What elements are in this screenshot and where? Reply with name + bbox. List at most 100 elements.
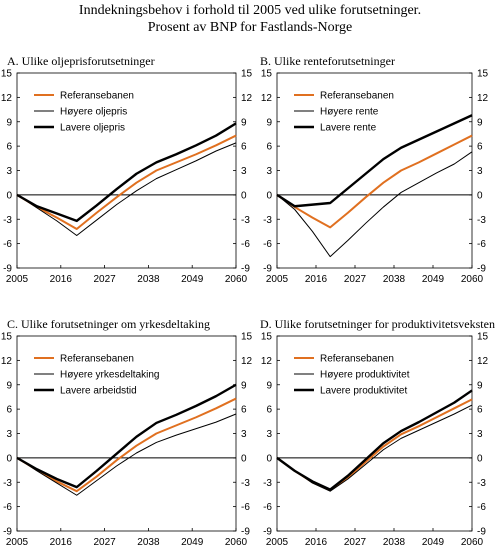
series-line-2 bbox=[16, 142, 237, 236]
x-tick-label: 2060 bbox=[461, 274, 484, 285]
y-tick-label-right: 3 bbox=[477, 429, 483, 440]
series-line-3 bbox=[276, 389, 473, 491]
panel-title: C. Ulike forutsetninger om yrkesdeltakin… bbox=[7, 317, 210, 331]
series-line-1 bbox=[276, 134, 473, 229]
y-tick-label-left: -3 bbox=[263, 215, 272, 226]
x-tick-label: 2005 bbox=[266, 537, 289, 548]
y-tick-label-left: -9 bbox=[3, 264, 12, 275]
y-tick-label-left: 12 bbox=[1, 93, 13, 104]
y-tick-label-left: 6 bbox=[266, 405, 272, 416]
y-tick-label-left: 3 bbox=[266, 429, 272, 440]
x-tick-label: 2027 bbox=[344, 537, 367, 548]
x-tick-label: 2049 bbox=[422, 274, 445, 285]
x-tick-label: 2038 bbox=[383, 274, 406, 285]
y-tick-label-left: 15 bbox=[261, 332, 273, 343]
y-tick-label-left: 9 bbox=[6, 380, 12, 391]
figure-title-line2: Prosent av BNP for Fastlands-Norge bbox=[148, 20, 353, 35]
y-tick-label-right: -6 bbox=[241, 502, 250, 513]
y-tick-label-right: 15 bbox=[477, 332, 489, 343]
y-tick-label-left: 6 bbox=[6, 405, 12, 416]
y-tick-label-right: 9 bbox=[477, 380, 483, 391]
y-tick-label-left: -9 bbox=[263, 264, 272, 275]
y-tick-label-left: 15 bbox=[1, 332, 13, 343]
y-tick-label-right: -6 bbox=[477, 239, 486, 250]
y-tick-label-left: -6 bbox=[3, 239, 12, 250]
series-line-1 bbox=[16, 134, 237, 230]
y-tick-label-left: 6 bbox=[266, 142, 272, 153]
y-tick-label-right: -6 bbox=[241, 239, 250, 250]
y-tick-label-left: 15 bbox=[261, 69, 273, 80]
y-tick-label-right: -9 bbox=[477, 264, 486, 275]
legend-label: Lavere rente bbox=[320, 123, 377, 134]
y-tick-label-left: 0 bbox=[6, 453, 12, 464]
x-tick-label: 2060 bbox=[461, 537, 484, 548]
x-tick-label: 2027 bbox=[93, 537, 116, 548]
y-tick-label-right: 3 bbox=[477, 166, 483, 177]
y-tick-label-right: 6 bbox=[477, 142, 483, 153]
x-tick-label: 2016 bbox=[50, 537, 73, 548]
legend-label: Lavere oljepris bbox=[60, 123, 125, 134]
y-tick-label-right: 15 bbox=[241, 332, 253, 343]
plot-frame bbox=[16, 335, 237, 532]
x-tick-label: 2016 bbox=[50, 274, 73, 285]
y-tick-label-left: 9 bbox=[266, 380, 272, 391]
x-tick-label: 2049 bbox=[181, 274, 204, 285]
y-tick-label-right: 0 bbox=[241, 190, 247, 201]
y-tick-label-right: 12 bbox=[477, 356, 489, 367]
y-tick-label-left: 3 bbox=[6, 166, 12, 177]
y-tick-label-right: -3 bbox=[241, 478, 250, 489]
y-tick-label-left: 12 bbox=[1, 356, 13, 367]
x-tick-label: 2027 bbox=[93, 274, 116, 285]
y-tick-label-left: 6 bbox=[6, 142, 12, 153]
y-tick-label-left: -9 bbox=[3, 527, 12, 538]
legend-label: Referansebanen bbox=[60, 354, 134, 365]
y-tick-label-right: 3 bbox=[241, 166, 247, 177]
x-tick-label: 2038 bbox=[137, 274, 160, 285]
y-tick-label-left: 12 bbox=[261, 93, 273, 104]
x-tick-label: 2049 bbox=[181, 537, 204, 548]
y-tick-label-right: -3 bbox=[477, 215, 486, 226]
y-tick-label-right: 12 bbox=[477, 93, 489, 104]
chart-panel-4: D. Ulike forutsetninger for produktivite… bbox=[260, 317, 495, 548]
y-tick-label-right: 12 bbox=[241, 93, 253, 104]
legend-label: Høyere rente bbox=[320, 107, 379, 118]
chart-panel-3: C. Ulike forutsetninger om yrkesdeltakin… bbox=[1, 317, 253, 548]
y-tick-label-right: 6 bbox=[241, 405, 247, 416]
x-tick-label: 2060 bbox=[225, 537, 248, 548]
y-tick-label-left: -3 bbox=[263, 478, 272, 489]
series-line-3 bbox=[276, 114, 473, 208]
y-tick-label-right: -9 bbox=[477, 527, 486, 538]
y-tick-label-right: 0 bbox=[241, 453, 247, 464]
y-tick-label-right: -9 bbox=[241, 527, 250, 538]
legend-label: Lavere produktivitet bbox=[320, 386, 407, 397]
x-tick-label: 2049 bbox=[422, 537, 445, 548]
series-line-1 bbox=[16, 397, 237, 493]
x-tick-label: 2005 bbox=[266, 274, 289, 285]
y-tick-label-left: 12 bbox=[261, 356, 273, 367]
x-tick-label: 2038 bbox=[383, 537, 406, 548]
y-tick-label-right: 3 bbox=[241, 429, 247, 440]
y-tick-label-right: 9 bbox=[241, 117, 247, 128]
y-tick-label-left: -9 bbox=[263, 527, 272, 538]
y-tick-label-right: 0 bbox=[477, 190, 483, 201]
y-tick-label-left: 0 bbox=[266, 453, 272, 464]
y-tick-label-right: 0 bbox=[477, 453, 483, 464]
x-tick-label: 2016 bbox=[305, 274, 328, 285]
y-tick-label-right: 6 bbox=[241, 142, 247, 153]
series-line-3 bbox=[16, 383, 237, 489]
y-tick-label-left: 9 bbox=[6, 117, 12, 128]
y-tick-label-left: 0 bbox=[266, 190, 272, 201]
y-tick-label-left: -3 bbox=[3, 215, 12, 226]
y-tick-label-right: 15 bbox=[477, 69, 489, 80]
x-tick-label: 2005 bbox=[6, 537, 29, 548]
y-tick-label-right: -3 bbox=[241, 215, 250, 226]
x-tick-label: 2027 bbox=[344, 274, 367, 285]
plot-frame bbox=[16, 72, 237, 269]
legend-label: Referansebanen bbox=[60, 91, 134, 102]
y-tick-label-left: -6 bbox=[263, 239, 272, 250]
panel-title: D. Ulike forutsetninger for produktivite… bbox=[260, 317, 495, 331]
series-line-2 bbox=[16, 413, 237, 496]
